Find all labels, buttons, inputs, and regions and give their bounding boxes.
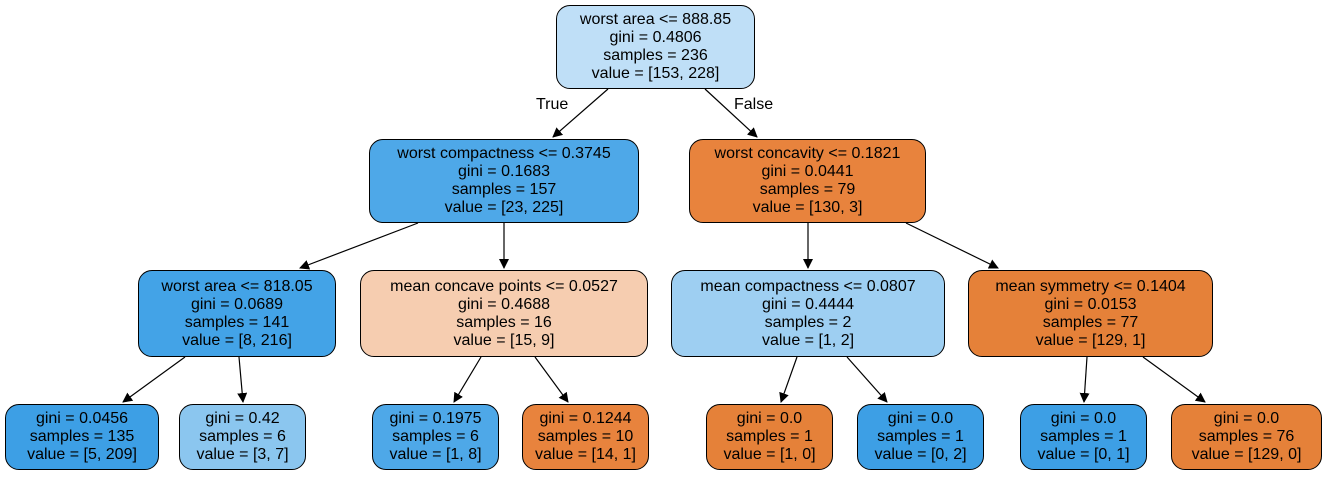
- node-samples: samples = 10: [537, 428, 634, 445]
- node-samples: samples = 1: [726, 428, 813, 445]
- node-samples: samples = 2: [764, 313, 852, 331]
- node-gini: gini = 0.0153: [1044, 295, 1137, 313]
- node-gini: gini = 0.0: [887, 410, 954, 427]
- tree-leaf-5: gini = 0.0 samples = 1 value = [1, 0]: [706, 404, 833, 470]
- node-split: worst area <= 818.05: [161, 277, 313, 295]
- node-gini: gini = 0.0: [736, 410, 803, 427]
- node-value: value = [0, 2]: [874, 446, 967, 463]
- node-gini: gini = 0.1244: [539, 410, 632, 427]
- tree-edge-arrow-6: [905, 222, 999, 269]
- node-gini: gini = 0.0: [1213, 410, 1280, 427]
- node-samples: samples = 141: [184, 313, 290, 331]
- tree-node-worst-concavity: worst concavity <= 0.1821 gini = 0.0441 …: [689, 139, 926, 223]
- node-gini: gini = 0.1975: [389, 410, 482, 427]
- node-samples: samples = 16: [456, 313, 552, 331]
- node-value: value = [3, 7]: [196, 446, 289, 463]
- node-samples: samples = 157: [451, 181, 557, 198]
- tree-edge-arrow-7: [122, 356, 186, 403]
- tree-edge-arrow-12: [846, 356, 888, 403]
- node-gini: gini = 0.0441: [761, 163, 854, 180]
- node-value: value = [0, 1]: [1037, 446, 1130, 463]
- node-samples: samples = 79: [759, 181, 856, 198]
- tree-edge-arrow-10: [534, 356, 569, 403]
- node-gini: gini = 0.0689: [190, 295, 284, 313]
- node-gini: gini = 0.0: [1050, 410, 1117, 427]
- tree-node-mean-symmetry: mean symmetry <= 0.1404 gini = 0.0153 sa…: [968, 270, 1213, 357]
- node-split: mean concave points <= 0.0527: [390, 277, 618, 295]
- node-samples: samples = 6: [199, 428, 286, 445]
- node-samples: samples = 1: [877, 428, 964, 445]
- node-value: value = [8, 216]: [182, 331, 292, 349]
- tree-leaf-1: gini = 0.0456 samples = 135 value = [5, …: [5, 404, 159, 470]
- node-split: mean compactness <= 0.0807: [700, 277, 916, 295]
- tree-edge-arrow-8: [237, 356, 248, 403]
- edge-label-false: False: [734, 96, 774, 113]
- tree-leaf-4: gini = 0.1244 samples = 10 value = [14, …: [522, 404, 649, 470]
- tree-leaf-7: gini = 0.0 samples = 1 value = [0, 1]: [1020, 404, 1147, 470]
- tree-leaf-3: gini = 0.1975 samples = 6 value = [1, 8]: [372, 404, 499, 470]
- tree-node-root: worst area <= 888.85 gini = 0.4806 sampl…: [556, 5, 755, 89]
- tree-edge-arrow-9: [453, 356, 482, 403]
- node-value: value = [1, 0]: [723, 446, 816, 463]
- node-gini: gini = 0.0456: [35, 410, 129, 427]
- node-split: worst area <= 888.85: [579, 11, 732, 28]
- node-gini: gini = 0.4688: [457, 295, 551, 313]
- node-value: value = [23, 225]: [444, 199, 564, 216]
- node-value: value = [129, 0]: [1191, 446, 1302, 463]
- node-value: value = [129, 1]: [1035, 331, 1146, 349]
- tree-node-worst-area-2: worst area <= 818.05 gini = 0.0689 sampl…: [138, 270, 336, 357]
- tree-node-mean-concave-points: mean concave points <= 0.0527 gini = 0.4…: [360, 270, 648, 357]
- tree-leaf-6: gini = 0.0 samples = 1 value = [0, 2]: [857, 404, 984, 470]
- tree-edge-arrow-13: [1079, 356, 1090, 403]
- node-split: worst concavity <= 0.1821: [714, 145, 901, 162]
- node-value: value = [130, 3]: [752, 199, 863, 216]
- tree-edge-arrow-2: [704, 88, 758, 138]
- node-samples: samples = 236: [603, 47, 708, 64]
- node-gini: gini = 0.4806: [609, 29, 702, 46]
- node-value: value = [1, 8]: [389, 446, 482, 463]
- node-value: value = [5, 209]: [27, 446, 137, 463]
- node-value: value = [15, 9]: [453, 331, 555, 349]
- node-samples: samples = 77: [1042, 313, 1139, 331]
- node-samples: samples = 1: [1040, 428, 1127, 445]
- tree-leaf-8: gini = 0.0 samples = 76 value = [129, 0]: [1171, 404, 1322, 470]
- node-samples: samples = 76: [1198, 428, 1295, 445]
- tree-node-worst-compactness: worst compactness <= 0.3745 gini = 0.168…: [369, 139, 639, 223]
- tree-edge-arrow-14: [1142, 356, 1206, 403]
- node-samples: samples = 135: [29, 428, 135, 445]
- node-gini: gini = 0.4444: [761, 295, 855, 313]
- node-value: value = [1, 2]: [761, 331, 855, 349]
- tree-edge-arrow-3: [299, 222, 419, 270]
- node-value: value = [153, 228]: [591, 65, 720, 82]
- tree-leaf-2: gini = 0.42 samples = 6 value = [3, 7]: [179, 404, 306, 470]
- tree-edge-arrow-11: [779, 356, 798, 403]
- node-samples: samples = 6: [392, 428, 479, 445]
- node-split: mean symmetry <= 0.1404: [995, 277, 1186, 295]
- node-gini: gini = 0.42: [205, 410, 280, 427]
- tree-node-mean-compactness: mean compactness <= 0.0807 gini = 0.4444…: [671, 270, 945, 357]
- node-split: worst compactness <= 0.3745: [397, 145, 611, 162]
- node-value: value = [14, 1]: [535, 446, 636, 463]
- tree-edge-arrow-1: [552, 88, 609, 138]
- edge-label-true: True: [536, 96, 569, 113]
- node-gini: gini = 0.1683: [457, 163, 551, 180]
